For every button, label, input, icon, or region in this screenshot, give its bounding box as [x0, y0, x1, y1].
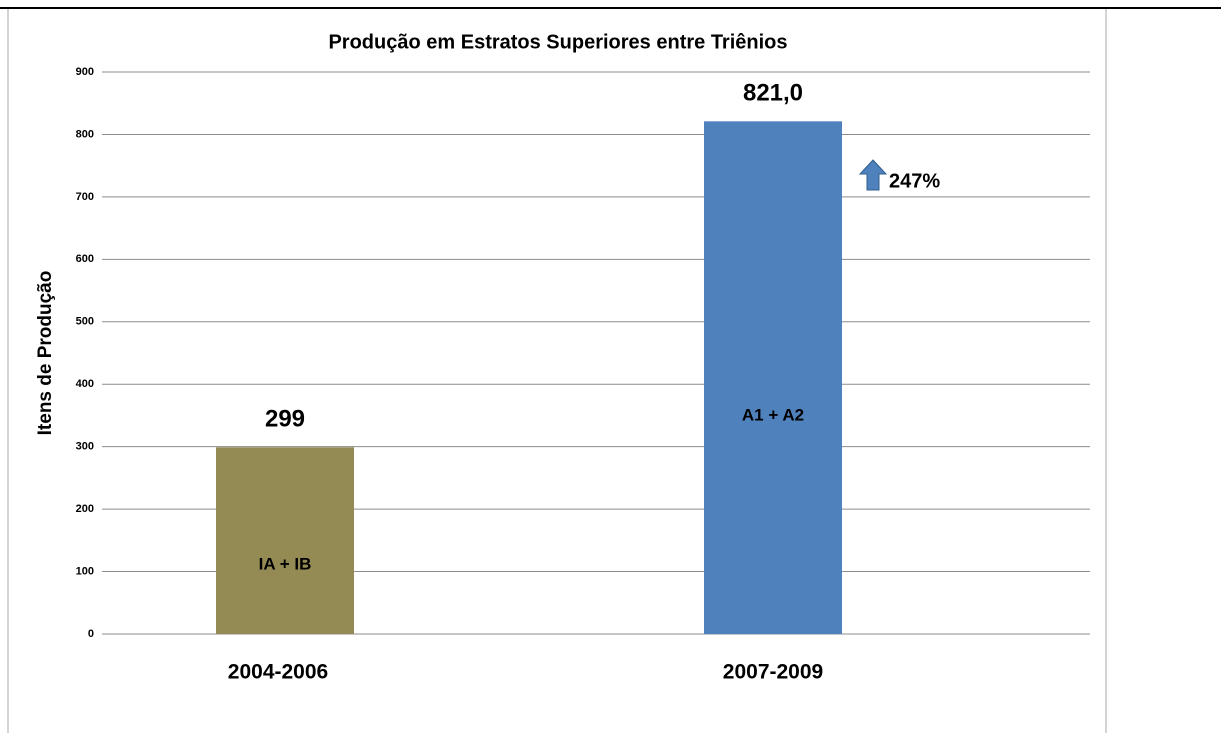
y-tick-label: 100 [76, 565, 94, 577]
value-label: 821,0 [743, 80, 803, 107]
y-tick-label: 800 [76, 128, 94, 140]
bar [216, 447, 354, 634]
bar [704, 121, 842, 634]
y-tick-label: 0 [88, 628, 94, 640]
bar-label: A1 + A2 [742, 406, 804, 425]
y-tick-label: 200 [76, 503, 94, 515]
y-tick-label: 300 [76, 441, 94, 453]
chart-title: Produção em Estratos Superiores entre Tr… [328, 31, 787, 53]
annotation: 247% [889, 170, 940, 192]
y-tick-label: 600 [76, 253, 94, 265]
y-tick-label: 500 [76, 316, 94, 328]
y-tick-label: 400 [76, 378, 94, 390]
value-label: 299 [265, 406, 305, 433]
y-tick-label: 700 [76, 191, 94, 203]
up-arrow [858, 159, 888, 191]
x-tick-label: 2004-2006 [228, 661, 328, 684]
bar-label: IA + IB [259, 554, 312, 573]
y-axis-label: Itens de Produção [35, 271, 56, 436]
y-tick-label: 900 [76, 66, 94, 78]
x-tick-label: 2007-2009 [723, 661, 823, 684]
